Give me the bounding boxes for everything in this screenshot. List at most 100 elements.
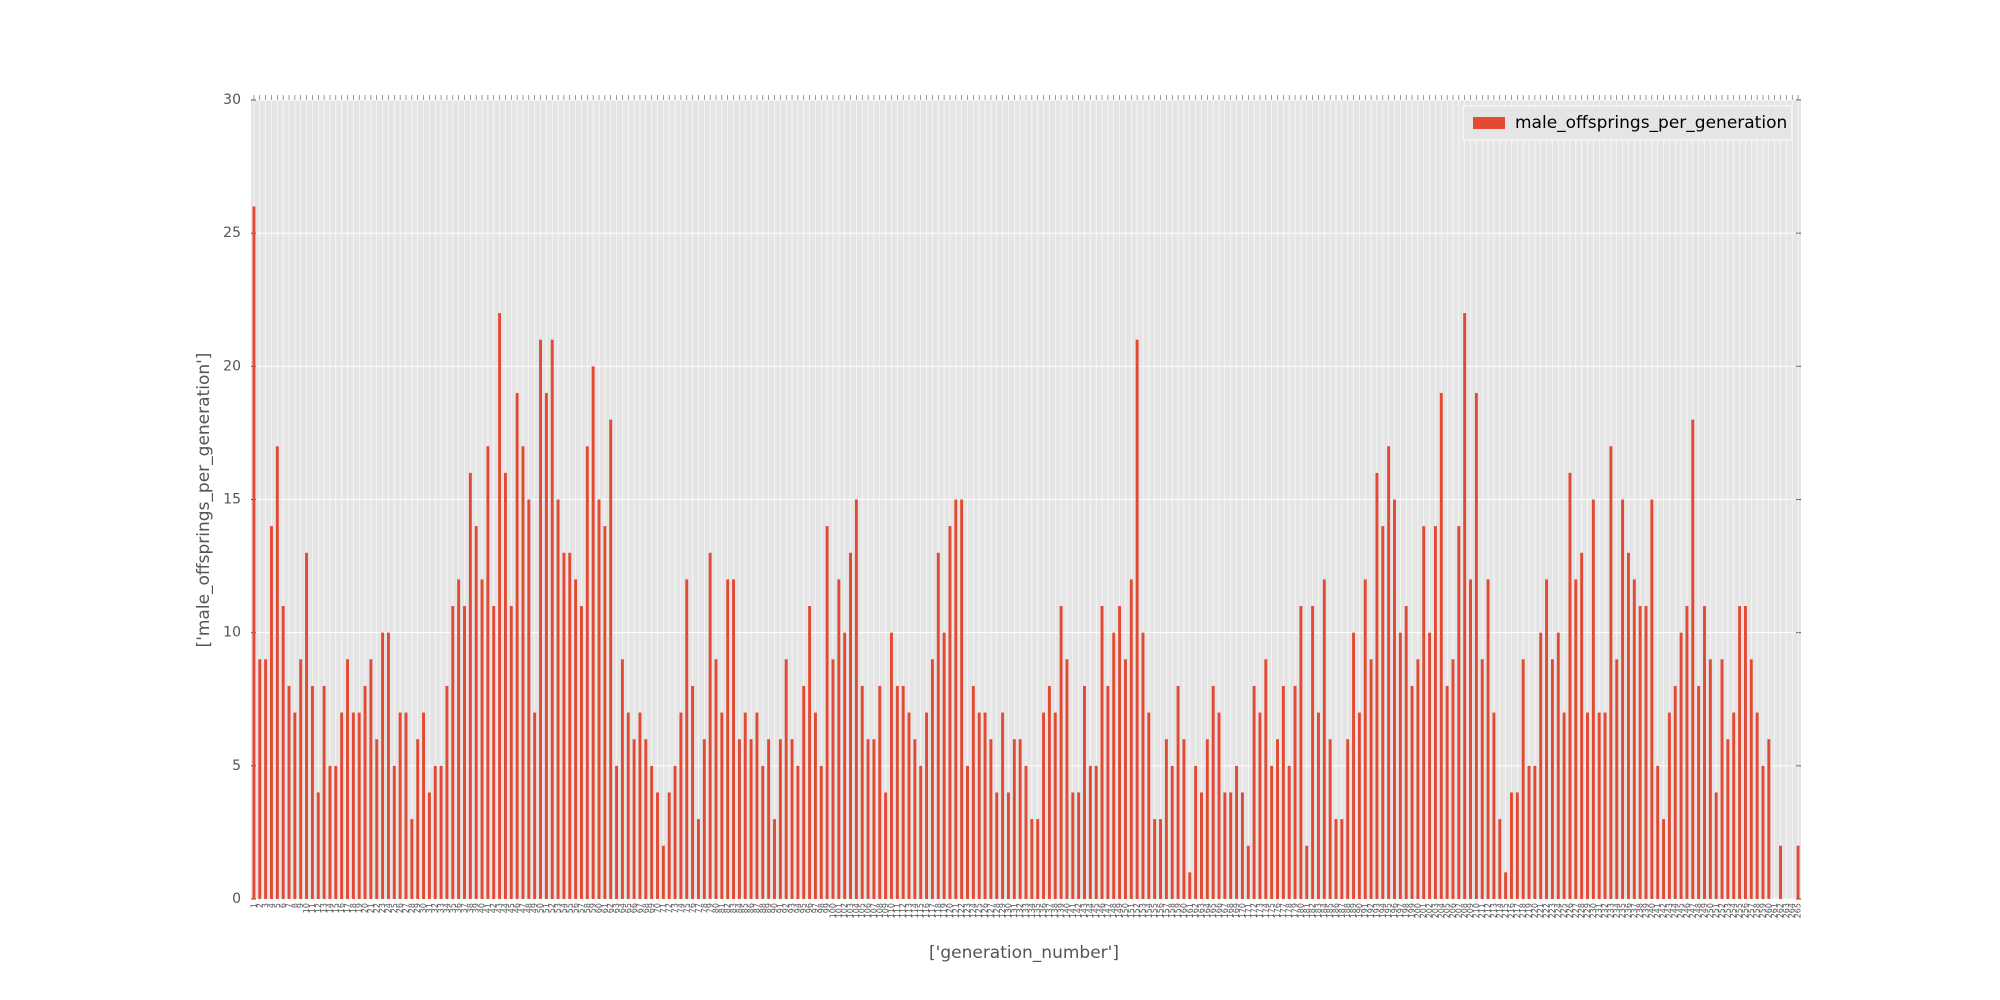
bar [1469,579,1472,899]
bar [386,632,390,899]
bar [1135,339,1139,899]
x-tick-label: 106 [864,903,873,918]
x-tick-label: 52 [548,903,557,913]
x-tick-label: 7 [285,903,294,908]
x-tick-label: 90 [770,903,779,913]
x-tick-label: 204 [1437,903,1446,918]
bar [1673,685,1677,899]
x-tick-label: 76 [688,903,697,913]
x-tick-label: 207 [1454,903,1463,918]
x-tick-label: 31 [425,903,434,913]
x-tick-label: 221 [1536,903,1545,918]
y-tick-label: 20 [223,358,241,374]
x-tick-label: 73 [671,903,680,913]
x-tick-label: 197 [1396,903,1405,918]
x-tick-label: 82 [723,903,732,913]
bar [895,685,899,899]
legend-box [1462,105,1793,141]
x-tick-label: 15 [331,903,340,913]
bar [1480,659,1484,899]
bar [1609,446,1613,899]
bar [1223,792,1227,899]
x-tick-label: 79 [706,903,715,913]
bar [451,606,455,899]
bar [1761,765,1765,899]
bar [1796,845,1800,899]
bar [1270,765,1274,899]
x-tick-label: 167 [1220,903,1229,918]
x-tick-label: 98 [817,903,826,913]
bar [1159,819,1162,899]
x-tick-label: 86 [747,903,756,913]
bar [1428,632,1432,899]
x-tick-label: 256 [1741,903,1750,918]
bar [661,845,665,899]
bar [1357,712,1361,899]
x-tick-label: 25 [390,903,399,913]
bar [1106,685,1110,899]
bar [1410,685,1414,899]
x-tick-label: 153 [1138,903,1147,918]
bar [515,392,519,899]
x-tick-label: 11 [308,903,317,913]
bar [322,685,326,899]
x-tick-label: 62 [606,903,615,913]
x-tick-label: 77 [694,903,703,913]
x-tick-label: 30 [419,903,428,913]
bar [1305,845,1309,899]
bar [346,659,349,899]
bar [825,526,829,899]
bar [1053,712,1057,899]
x-tick-label: 223 [1548,903,1557,918]
bar [1457,526,1461,899]
x-tick-label: 142 [1074,903,1083,918]
x-tick-label: 39 [472,903,481,913]
x-tick-label: 3 [261,903,270,908]
bar [1363,579,1367,899]
x-tick-label: 136 [1039,903,1048,918]
x-tick-label: 210 [1472,903,1481,918]
x-tick-label: 110 [887,903,896,918]
bar [1615,659,1619,899]
bar [1767,739,1771,899]
bar [1714,792,1718,899]
x-tick-label: 263 [1782,903,1791,918]
bar [1743,606,1747,899]
x-tick-label: 107 [869,903,878,918]
y-tick-label: 30 [223,92,241,108]
x-tick-label: 165 [1209,903,1218,918]
bar [1094,765,1098,899]
bar [702,739,706,899]
bar [966,765,969,899]
bar [1276,739,1279,899]
x-tick-label: 135 [1033,903,1042,918]
x-tick-label: 95 [799,903,808,913]
x-tick-label: 69 [647,903,656,913]
x-tick-label: 20 [361,903,370,913]
x-tick-label: 228 [1577,903,1586,918]
bar [1112,632,1116,899]
bar [761,765,765,899]
bar [463,606,466,899]
bar [1036,819,1040,899]
bar [1749,659,1753,899]
x-tick-label: 226 [1565,903,1574,918]
x-tick-label: 114 [910,903,919,918]
bar [480,579,484,899]
x-tick-label: 118 [934,903,943,918]
x-tick-label: 169 [1232,903,1241,918]
bar [1708,659,1712,899]
x-tick-label: 189 [1349,903,1358,918]
bar [1281,685,1285,899]
bar [790,739,794,899]
bar [580,606,583,899]
x-tick-label: 239 [1642,903,1651,918]
x-tick-label: 170 [1238,903,1247,918]
bar [796,765,800,899]
bar [1381,526,1385,899]
bar [369,659,373,899]
x-tick-label: 89 [764,903,773,913]
bar [1316,712,1320,899]
bar [714,659,718,899]
x-tick-label: 154 [1144,903,1153,918]
